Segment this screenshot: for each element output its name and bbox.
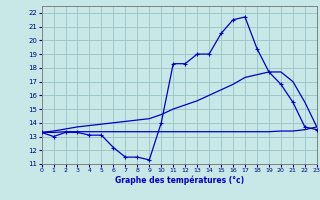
X-axis label: Graphe des températures (°c): Graphe des températures (°c) <box>115 176 244 185</box>
